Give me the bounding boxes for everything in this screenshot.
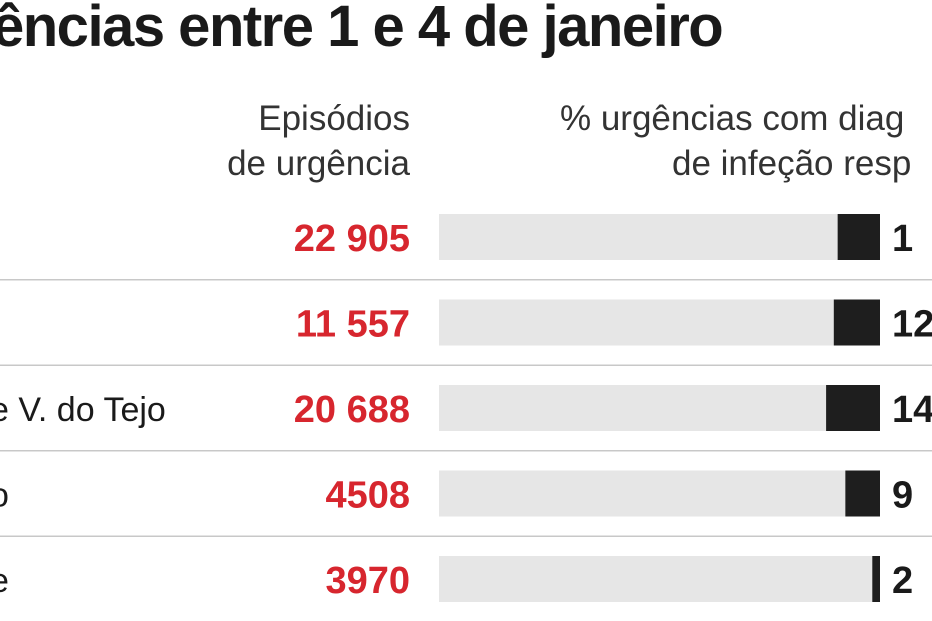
percentage-value: 1 [892,218,913,260]
percentage-bar-track [439,385,880,431]
episodes-value: 20 688 [294,389,410,431]
chart-title: ências entre 1 e 4 de janeiro [0,0,724,59]
percentage-column-header: % urgências com diag de infeção resp [560,96,911,186]
episodes-value: 4508 [325,475,410,517]
percentage-value: 9 [892,475,913,517]
percentage-bar-fill [833,299,880,346]
percentage-value: 2 [892,560,913,602]
percentage-bar-fill [845,470,880,517]
percentage-bar-track [439,556,880,602]
percentage-bar-fill [872,556,880,602]
region-label: o [0,477,9,515]
percentage-bar-fill [826,385,880,431]
percentage-value: 14 [892,389,932,431]
episodes-value: 22 905 [294,218,410,260]
percentage-bar-fill [837,214,880,260]
episodes-value: 3970 [325,560,410,602]
episodes-value: 11 557 [296,304,410,346]
percentage-value: 12 [892,304,932,346]
percentage-header-line2: de infeção resp [672,144,912,183]
region-label: e [0,562,9,600]
episodes-header-line2: de urgência [227,144,410,183]
percentage-bar-track [439,470,880,517]
region-label: e V. do Tejo [0,391,166,429]
percentage-header-line1: % urgências com diag [560,99,905,138]
percentage-bar-track [439,299,880,346]
episodes-header-line1: Episódios [258,99,410,138]
episodes-column-header: Episódios de urgência [227,96,410,186]
percentage-bar-track [439,214,880,260]
